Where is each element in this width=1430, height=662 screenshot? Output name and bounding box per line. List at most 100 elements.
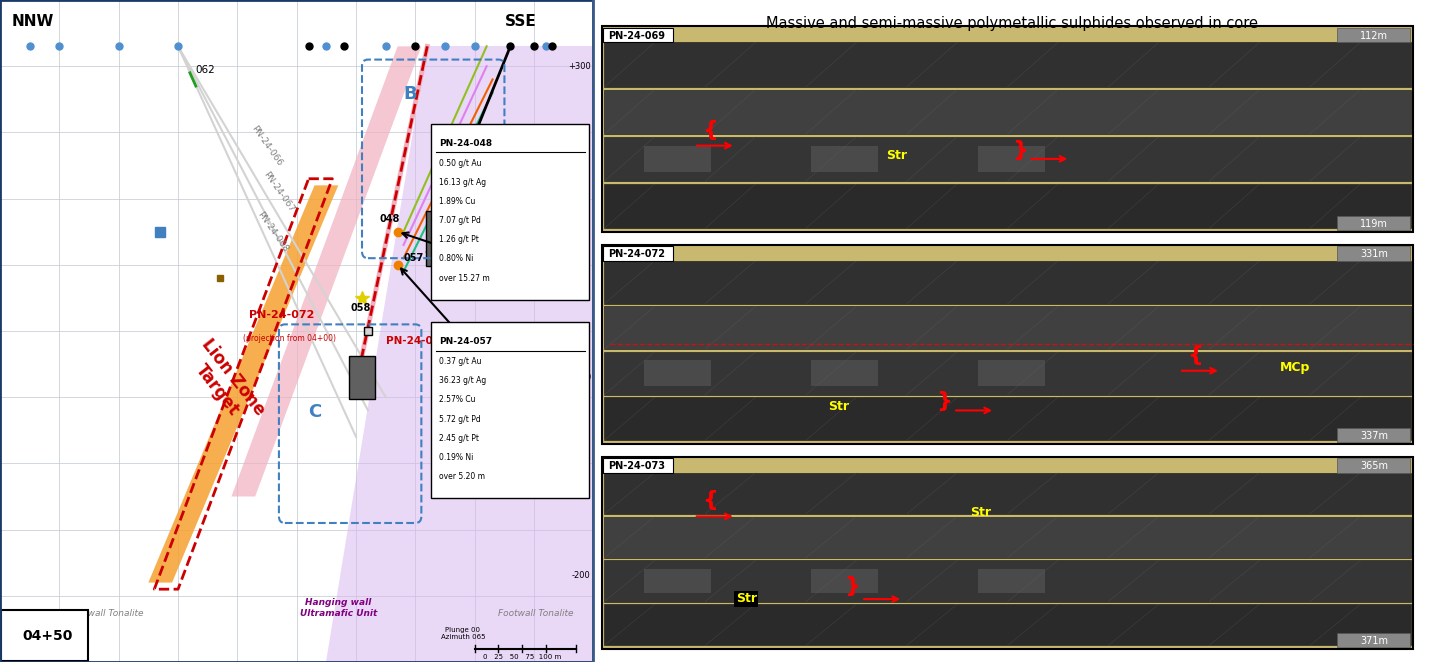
Polygon shape (232, 46, 422, 496)
FancyBboxPatch shape (978, 569, 1045, 593)
FancyBboxPatch shape (1, 610, 87, 661)
Text: 2.57% Cu: 2.57% Cu (439, 395, 476, 404)
FancyBboxPatch shape (602, 26, 1413, 232)
FancyBboxPatch shape (432, 322, 589, 498)
Text: 365m: 365m (1360, 461, 1389, 471)
FancyBboxPatch shape (426, 211, 458, 266)
FancyBboxPatch shape (811, 360, 878, 386)
Text: B: B (403, 85, 418, 103)
FancyBboxPatch shape (605, 307, 1411, 350)
Text: 7.07 g/t Pd: 7.07 g/t Pd (439, 216, 480, 225)
Text: 16.13 g/t Ag: 16.13 g/t Ag (439, 177, 486, 187)
FancyBboxPatch shape (605, 137, 1411, 181)
FancyBboxPatch shape (605, 604, 1411, 645)
FancyBboxPatch shape (1337, 246, 1410, 261)
Text: {: { (702, 120, 718, 140)
Text: PN-24-072: PN-24-072 (249, 310, 315, 320)
FancyBboxPatch shape (1337, 633, 1410, 647)
Text: 0.80% Ni: 0.80% Ni (439, 254, 473, 263)
Text: 0.19% Ni: 0.19% Ni (439, 453, 473, 462)
FancyBboxPatch shape (1337, 28, 1410, 42)
FancyBboxPatch shape (644, 360, 711, 386)
FancyBboxPatch shape (605, 89, 1411, 134)
Text: }: } (844, 577, 861, 596)
Text: }: } (1011, 140, 1028, 160)
Text: +300: +300 (568, 62, 591, 71)
FancyBboxPatch shape (1337, 458, 1410, 473)
Text: 057: 057 (403, 254, 423, 263)
FancyBboxPatch shape (603, 246, 674, 261)
Text: MCp: MCp (1280, 361, 1310, 374)
Text: Str: Str (970, 506, 991, 520)
FancyBboxPatch shape (811, 569, 878, 593)
Text: over 5.20 m: over 5.20 m (439, 472, 485, 481)
Text: 0   25   50   75  100 m: 0 25 50 75 100 m (483, 653, 562, 660)
Text: Massive and semi-massive polymetallic sulphides observed in core: Massive and semi-massive polymetallic su… (765, 16, 1258, 30)
Text: NNW: NNW (11, 15, 54, 30)
FancyBboxPatch shape (602, 245, 1413, 444)
Text: 1.26 g/t Pt: 1.26 g/t Pt (439, 235, 479, 244)
FancyBboxPatch shape (811, 146, 878, 172)
FancyBboxPatch shape (603, 28, 674, 42)
Text: 1.89% Cu: 1.89% Cu (439, 197, 476, 206)
Text: Str: Str (887, 149, 907, 162)
Text: PN-24-067: PN-24-067 (262, 170, 296, 214)
Text: -200: -200 (572, 571, 591, 581)
Text: }: } (937, 391, 952, 411)
Text: C: C (309, 403, 322, 421)
Text: +100: +100 (568, 273, 591, 283)
Text: 0.37 g/t Au: 0.37 g/t Au (439, 357, 482, 366)
Text: PN-24-068: PN-24-068 (255, 210, 290, 254)
Text: 0.50 g/t Au: 0.50 g/t Au (439, 158, 482, 167)
FancyBboxPatch shape (349, 356, 375, 399)
Polygon shape (326, 46, 593, 662)
Text: 0: 0 (585, 373, 591, 382)
Text: 058: 058 (350, 303, 370, 313)
Polygon shape (149, 185, 339, 583)
Text: PN-24-069: PN-24-069 (609, 30, 665, 41)
Text: PN-24-069: PN-24-069 (458, 124, 518, 134)
Text: 04+50: 04+50 (23, 628, 73, 643)
Text: Lion Zone
Target: Lion Zone Target (182, 336, 269, 432)
Text: 112m: 112m (1360, 30, 1389, 41)
FancyBboxPatch shape (603, 458, 674, 473)
FancyBboxPatch shape (605, 261, 1411, 304)
Text: 371m: 371m (1360, 636, 1389, 646)
Text: +200: +200 (568, 161, 591, 170)
FancyBboxPatch shape (432, 124, 589, 300)
Text: 119m: 119m (1360, 218, 1389, 229)
FancyBboxPatch shape (605, 184, 1411, 228)
Text: 337m: 337m (1360, 430, 1389, 441)
Text: Str: Str (735, 592, 756, 606)
Text: PN-24-073: PN-24-073 (609, 461, 665, 471)
FancyBboxPatch shape (1337, 216, 1410, 230)
Text: (projection from 04+00): (projection from 04+00) (243, 334, 336, 343)
Text: 331m: 331m (1360, 249, 1389, 260)
Text: -100: -100 (572, 472, 591, 481)
FancyBboxPatch shape (644, 146, 711, 172)
Text: {: { (702, 491, 718, 510)
Text: SSE: SSE (505, 15, 536, 30)
FancyBboxPatch shape (978, 360, 1045, 386)
Text: PN-24-073: PN-24-073 (386, 336, 448, 346)
Text: PN-24-048: PN-24-048 (439, 138, 492, 148)
FancyBboxPatch shape (644, 569, 711, 593)
Text: 36.23 g/t Ag: 36.23 g/t Ag (439, 376, 486, 385)
FancyBboxPatch shape (1337, 428, 1410, 442)
Text: over 15.27 m: over 15.27 m (439, 273, 490, 283)
Text: PN-24-057: PN-24-057 (439, 337, 492, 346)
Text: PN-24-072: PN-24-072 (609, 249, 665, 260)
Text: 062: 062 (196, 65, 216, 75)
Text: Footwall Tonalite: Footwall Tonalite (499, 608, 573, 618)
FancyBboxPatch shape (605, 42, 1411, 87)
Text: Plunge 00
Azimuth 065: Plunge 00 Azimuth 065 (440, 627, 485, 640)
FancyBboxPatch shape (605, 397, 1411, 440)
Text: Hanging wall
Ultramafic Unit: Hanging wall Ultramafic Unit (300, 598, 378, 618)
Text: 5.72 g/t Pd: 5.72 g/t Pd (439, 414, 480, 424)
FancyBboxPatch shape (602, 457, 1413, 649)
Text: PN-24-066: PN-24-066 (249, 124, 283, 167)
Text: 048: 048 (380, 214, 400, 224)
FancyBboxPatch shape (605, 352, 1411, 395)
FancyBboxPatch shape (605, 560, 1411, 602)
Text: 2.45 g/t Pt: 2.45 g/t Pt (439, 434, 479, 443)
